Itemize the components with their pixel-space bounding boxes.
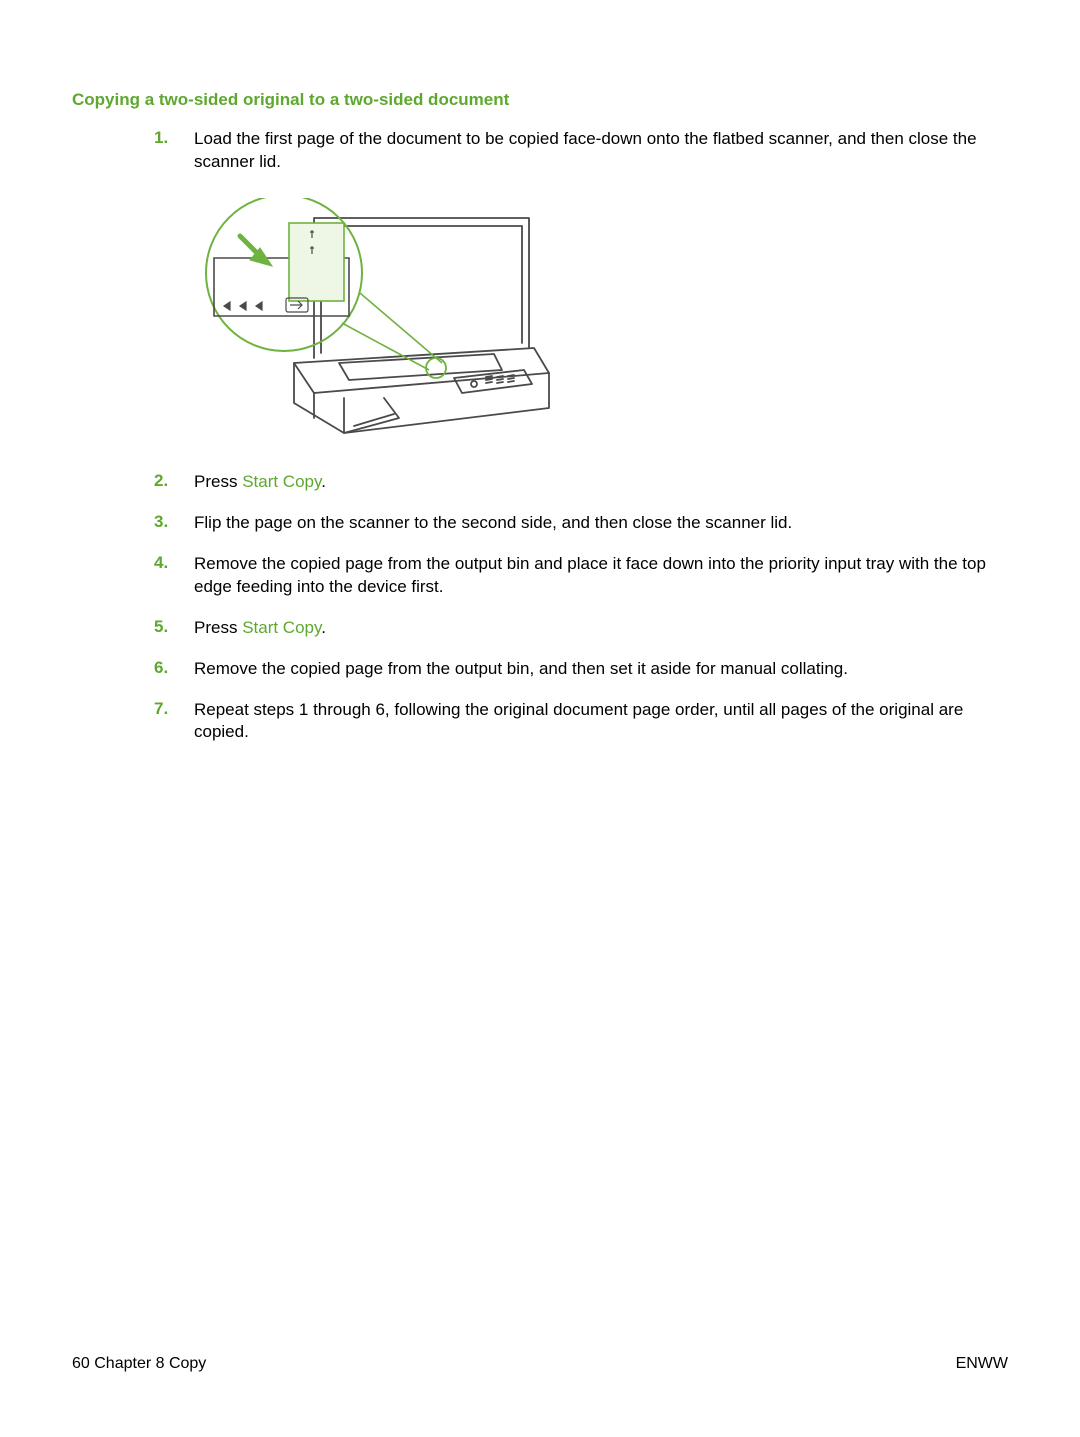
step-text: Press Start Copy. <box>194 471 326 494</box>
footer-left: 60 Chapter 8 Copy <box>72 1355 206 1373</box>
step-number: 3. <box>154 512 194 532</box>
document-page: Copying a two-sided original to a two-si… <box>0 0 1080 1437</box>
text-prefix: Press <box>194 472 242 491</box>
step-3: 3. Flip the page on the scanner to the s… <box>154 512 1008 535</box>
step-number: 7. <box>154 699 194 719</box>
text-suffix: . <box>321 618 326 637</box>
step-6: 6. Remove the copied page from the outpu… <box>154 658 1008 681</box>
step-text: Flip the page on the scanner to the seco… <box>194 512 792 535</box>
accent-text: Start Copy <box>242 618 321 637</box>
step-number: 4. <box>154 553 194 573</box>
accent-text: Start Copy <box>242 472 321 491</box>
footer-right: ENWW <box>956 1355 1008 1373</box>
step-number: 5. <box>154 617 194 637</box>
step-text: Press Start Copy. <box>194 617 326 640</box>
scanner-diagram <box>194 198 1008 453</box>
step-number: 1. <box>154 128 194 148</box>
text-suffix: . <box>321 472 326 491</box>
step-number: 2. <box>154 471 194 491</box>
step-2: 2. Press Start Copy. <box>154 471 1008 494</box>
step-text: Load the first page of the document to b… <box>194 128 1008 174</box>
step-text: Remove the copied page from the output b… <box>194 553 1008 599</box>
step-5: 5. Press Start Copy. <box>154 617 1008 640</box>
step-text: Repeat steps 1 through 6, following the … <box>194 699 1008 745</box>
page-footer: 60 Chapter 8 Copy ENWW <box>72 1355 1008 1373</box>
text-prefix: Press <box>194 618 242 637</box>
step-number: 6. <box>154 658 194 678</box>
step-7: 7. Repeat steps 1 through 6, following t… <box>154 699 1008 745</box>
step-text: Remove the copied page from the output b… <box>194 658 848 681</box>
step-4: 4. Remove the copied page from the outpu… <box>154 553 1008 599</box>
step-1: 1. Load the first page of the document t… <box>154 128 1008 174</box>
section-heading: Copying a two-sided original to a two-si… <box>72 90 1008 110</box>
